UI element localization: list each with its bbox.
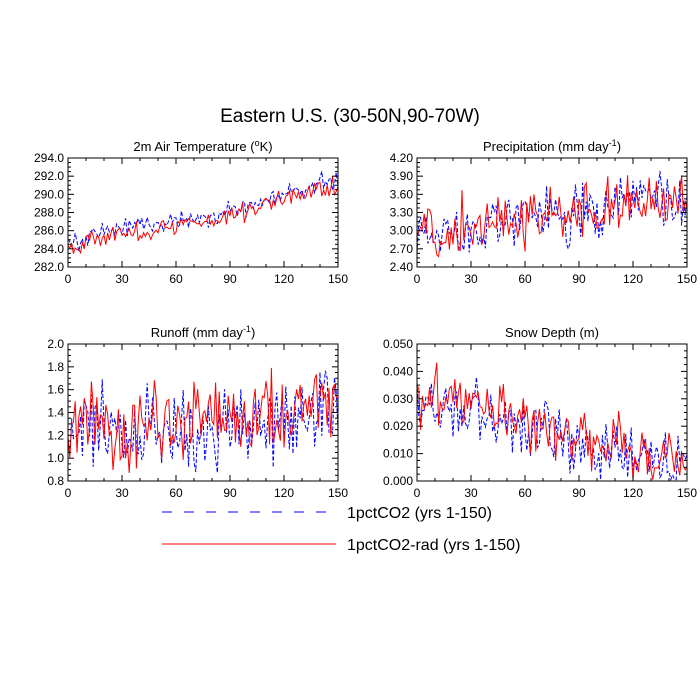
panel-title-post-air-temperature: K) (260, 139, 273, 154)
x-tick-label-snow-depth: 30 (464, 486, 478, 500)
y-tick-label-snow-depth: 0.000 (383, 474, 413, 488)
y-tick-label-precipitation: 4.20 (390, 151, 414, 165)
y-tick-label-snow-depth: 0.020 (383, 419, 413, 433)
x-tick-label-runoff: 60 (169, 486, 183, 500)
x-tick-label-runoff: 150 (328, 486, 348, 500)
y-tick-label-runoff: 0.8 (47, 474, 64, 488)
series-line-1pctco2-rad-air-temperature (67, 176, 339, 255)
y-tick-label-air-temperature: 294.0 (34, 151, 64, 165)
x-tick-label-precipitation: 90 (572, 272, 586, 286)
x-tick-label-snow-depth: 120 (623, 486, 643, 500)
y-tick-label-air-temperature: 282.0 (34, 260, 64, 274)
panel-title-main-runoff: Runoff (mm day (151, 325, 244, 340)
y-tick-label-precipitation: 3.60 (390, 187, 414, 201)
y-tick-label-snow-depth: 0.050 (383, 337, 413, 351)
panel-title-sup-precipitation: -1 (609, 138, 617, 148)
panel-precipitation: Precipitation (mm day-1) 0 30 60 90 120 150 2.4… (390, 138, 698, 286)
x-tick-label-air-temperature: 30 (115, 272, 129, 286)
x-tick-label-runoff: 0 (65, 486, 72, 500)
x-tick-label-precipitation: 120 (623, 272, 643, 286)
series-line-1pctco2-rad-runoff (67, 367, 339, 474)
series-line-1pctco2-rad-snow-depth (416, 362, 688, 480)
y-tick-label-air-temperature: 290.0 (34, 187, 64, 201)
y-tick-label-air-temperature: 292.0 (34, 169, 64, 183)
x-tick-label-air-temperature: 150 (328, 272, 348, 286)
y-tick-label-precipitation: 3.30 (390, 206, 414, 220)
y-tick-label-runoff: 1.4 (47, 406, 64, 420)
series-line-1pctco2-snow-depth (416, 377, 688, 482)
panel-snow-depth: Snow Depth (m) 0 30 60 90 120 150 0.000 0.010 0.0… (383, 325, 697, 500)
series-line-1pctco2-rad-precipitation (416, 175, 688, 258)
y-tick-label-precipitation: 3.00 (390, 224, 414, 238)
x-tick-label-precipitation: 0 (414, 272, 421, 286)
legend-label-1pctco2: 1pctCO2 (yrs 1-150) (347, 505, 492, 522)
panel-air-temperature: 2m Air Temperature (oK) 0 30 60 90 120 150 282.… (34, 138, 348, 286)
y-tick-label-runoff: 1.0 (47, 451, 64, 465)
y-tick-label-air-temperature: 288.0 (34, 206, 64, 220)
x-tick-label-runoff: 120 (274, 486, 294, 500)
series-line-1pctco2-air-temperature (67, 171, 339, 252)
plot-frame-air-temperature (67, 157, 339, 268)
y-tick-label-runoff: 1.2 (47, 428, 64, 442)
x-tick-label-air-temperature: 90 (223, 272, 237, 286)
panel-title-post-precipitation: ) (617, 139, 621, 154)
y-tick-label-snow-depth: 0.010 (383, 447, 413, 461)
panel-title-main-snow-depth: Snow Depth (m) (505, 325, 599, 340)
figure-title: Eastern U.S. (30-50N,90-70W) (220, 106, 480, 127)
panel-runoff: Runoff (mm day-1) 0 30 60 90 120 150 0.8 1.0 1.2 1… (47, 324, 348, 500)
x-tick-label-snow-depth: 60 (518, 486, 532, 500)
x-tick-label-runoff: 90 (223, 486, 237, 500)
x-tick-label-runoff: 30 (115, 486, 129, 500)
x-tick-label-snow-depth: 0 (414, 486, 421, 500)
y-tick-label-air-temperature: 284.0 (34, 242, 64, 256)
y-tick-label-snow-depth: 0.040 (383, 364, 413, 378)
panel-title-precipitation: Precipitation (mm day-1) (483, 138, 621, 154)
panel-title-post-runoff: ) (251, 325, 255, 340)
y-tick-label-precipitation: 2.70 (390, 242, 414, 256)
legend-label-1pctco2-rad: 1pctCO2-rad (yrs 1-150) (347, 537, 520, 554)
y-tick-label-precipitation: 2.40 (390, 260, 414, 274)
x-tick-label-precipitation: 30 (464, 272, 478, 286)
x-tick-label-air-temperature: 60 (169, 272, 183, 286)
panel-title-main-air-temperature: 2m Air Temperature ( (133, 139, 255, 154)
x-tick-label-air-temperature: 120 (274, 272, 294, 286)
y-tick-label-runoff: 2.0 (47, 337, 64, 351)
panel-title-sup-runoff: -1 (243, 324, 251, 334)
y-tick-label-air-temperature: 286.0 (34, 224, 64, 238)
panel-title-runoff: Runoff (mm day-1) (151, 324, 256, 340)
x-tick-label-snow-depth: 150 (677, 486, 697, 500)
y-tick-label-runoff: 1.8 (47, 360, 64, 374)
x-tick-label-air-temperature: 0 (65, 272, 72, 286)
x-tick-label-precipitation: 150 (677, 272, 697, 286)
x-tick-label-snow-depth: 90 (572, 486, 586, 500)
panel-title-sup-air-temperature: o (255, 138, 260, 148)
y-tick-label-precipitation: 3.90 (390, 169, 414, 183)
panel-title-snow-depth: Snow Depth (m) (505, 325, 599, 340)
y-tick-label-snow-depth: 0.030 (383, 392, 413, 406)
y-tick-label-runoff: 1.6 (47, 383, 64, 397)
x-tick-label-precipitation: 60 (518, 272, 532, 286)
panel-title-air-temperature: 2m Air Temperature (oK) (133, 138, 272, 154)
legend: 1pctCO2 (yrs 1-150) 1pctCO2-rad (yrs 1-1… (162, 505, 520, 554)
panel-title-main-precipitation: Precipitation (mm day (483, 139, 609, 154)
